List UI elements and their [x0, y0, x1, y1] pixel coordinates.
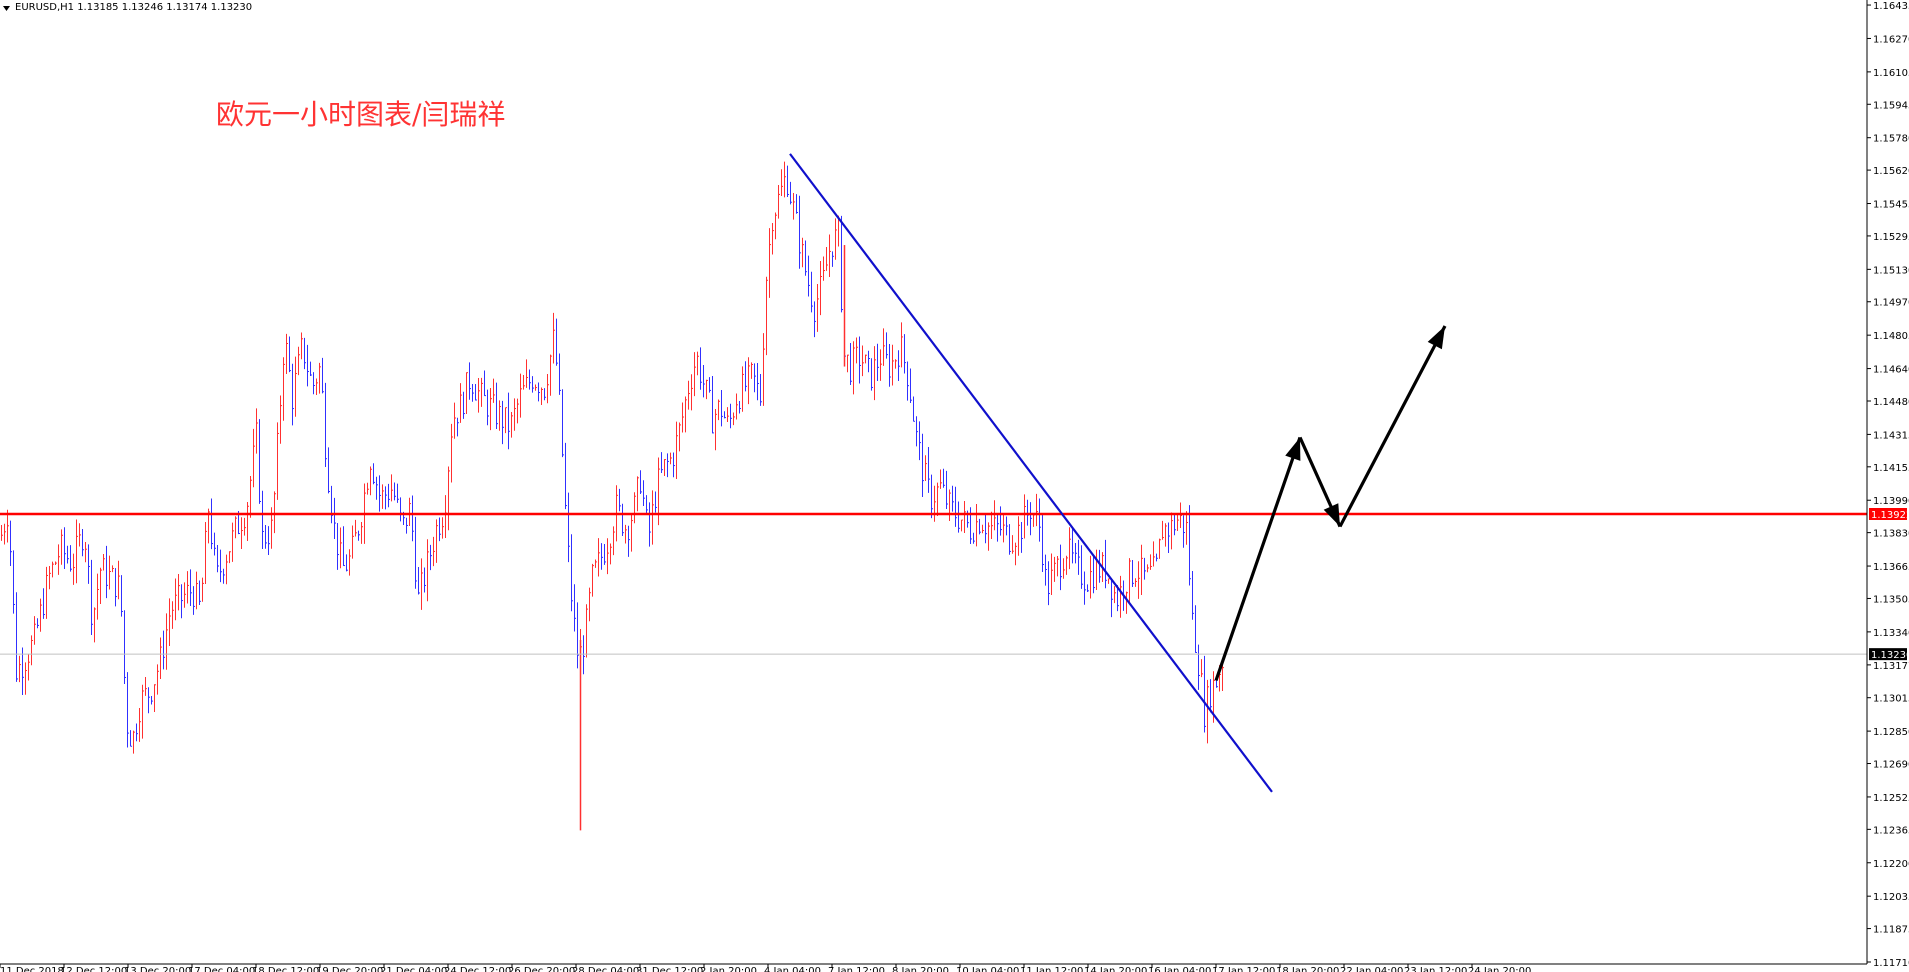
x-tick-label: 14 Jan 20:00 [1084, 966, 1147, 972]
x-tick-label: 19 Dec 20:00 [316, 966, 383, 972]
candles-layer [1, 161, 1224, 831]
y-tick-label: 1.15130 [1873, 265, 1909, 276]
x-tick-label: 24 Dec 12:00 [444, 966, 511, 972]
x-tick-label: 17 Dec 04:00 [188, 966, 255, 972]
y-tick-label: 1.13505 [1873, 594, 1909, 605]
horizontal-lines-layer [0, 512, 1867, 655]
x-tick-label: 11 Dec 2018 [0, 966, 64, 972]
bid-price-tag [1869, 648, 1907, 661]
x-tick-label: 4 Jan 04:00 [764, 966, 821, 972]
projection-arrowhead [1427, 326, 1445, 350]
y-tick-label: 1.13340 [1873, 628, 1909, 639]
y-axis-ticks: 1.16435 1.16270 1.16105 1.15945 1.15780 1.156… [1867, 1, 1909, 969]
y-tick-label: 1.14315 [1873, 430, 1909, 441]
projection-arrowhead [1323, 503, 1340, 527]
y-tick-label: 1.16105 [1873, 68, 1909, 79]
y-tick-label: 1.12365 [1873, 825, 1909, 836]
trendline-layer [789, 153, 1273, 793]
x-tick-label: 10 Jan 04:00 [956, 966, 1019, 972]
y-tick-label: 1.15295 [1873, 232, 1909, 243]
x-tick-label: 7 Jan 12:00 [828, 966, 885, 972]
annotation-title: 欧元一小时图表/闫瑞祥 [216, 98, 505, 131]
projection-arrows-layer [1214, 325, 1447, 682]
x-tick-label: 22 Jan 04:00 [1340, 966, 1403, 972]
y-tick-label: 1.14970 [1873, 298, 1909, 309]
x-tick-label: 18 Dec 12:00 [252, 966, 319, 972]
projection-segment [1214, 436, 1302, 682]
projection-arrowhead [1285, 437, 1301, 461]
x-tick-label: 12 Dec 12:00 [60, 966, 127, 972]
y-tick-label: 1.15945 [1873, 100, 1909, 111]
resistance-price-label: 1.13922 [1871, 510, 1909, 521]
y-tick-label: 1.11875 [1873, 925, 1909, 936]
symbol-header: EURUSD,H1 1.13185 1.13246 1.13174 1.1323… [15, 2, 252, 13]
x-tick-label: 23 Jan 12:00 [1404, 966, 1467, 972]
y-tick-label: 1.16270 [1873, 34, 1909, 45]
projection-segment [1338, 325, 1447, 528]
x-tick-label: 13 Dec 20:00 [124, 966, 191, 972]
y-tick-label: 1.12035 [1873, 892, 1909, 903]
x-tick-label: 31 Dec 12:00 [636, 966, 703, 972]
y-tick-label: 1.13830 [1873, 529, 1909, 540]
bid-price-label: 1.13230 [1871, 650, 1909, 661]
y-tick-label: 1.12850 [1873, 727, 1909, 738]
x-tick-label: 11 Jan 12:00 [1020, 966, 1083, 972]
y-tick-label: 1.13177 [1873, 661, 1909, 672]
x-tick-label: 21 Dec 04:00 [380, 966, 447, 972]
y-tick-label: 1.14805 [1873, 331, 1909, 342]
y-tick-label: 1.11710 [1873, 958, 1909, 969]
down-trendline[interactable] [789, 153, 1273, 793]
triangle-down-icon[interactable] [3, 6, 10, 11]
resistance-price-tag [1869, 508, 1907, 520]
price-labels: 1.13922 1.13230 [1869, 508, 1909, 661]
x-tick-label: 18 Jan 20:00 [1276, 966, 1339, 972]
x-tick-label: 28 Dec 04:00 [572, 966, 639, 972]
x-tick-label: 26 Dec 20:00 [508, 966, 575, 972]
y-tick-label: 1.12525 [1873, 793, 1909, 804]
y-tick-label: 1.15780 [1873, 134, 1909, 145]
x-tick-label: 24 Jan 20:00 [1468, 966, 1531, 972]
x-tick-label: 2 Jan 20:00 [700, 966, 757, 972]
y-tick-label: 1.13015 [1873, 694, 1909, 705]
x-tick-label: 17 Jan 12:00 [1212, 966, 1275, 972]
y-tick-label: 1.15620 [1873, 166, 1909, 177]
y-tick-label: 1.16435 [1873, 1, 1909, 12]
y-tick-label: 1.12690 [1873, 760, 1909, 771]
x-tick-label: 8 Jan 20:00 [892, 966, 949, 972]
y-tick-label: 1.14480 [1873, 397, 1909, 408]
y-tick-label: 1.14155 [1873, 463, 1909, 474]
y-tick-label: 1.12200 [1873, 859, 1909, 870]
x-tick-label: 16 Jan 04:00 [1148, 966, 1211, 972]
y-tick-label: 1.13990 [1873, 496, 1909, 507]
y-tick-label: 1.15455 [1873, 200, 1909, 211]
y-tick-label: 1.13665 [1873, 562, 1909, 573]
y-tick-label: 1.14640 [1873, 365, 1909, 376]
